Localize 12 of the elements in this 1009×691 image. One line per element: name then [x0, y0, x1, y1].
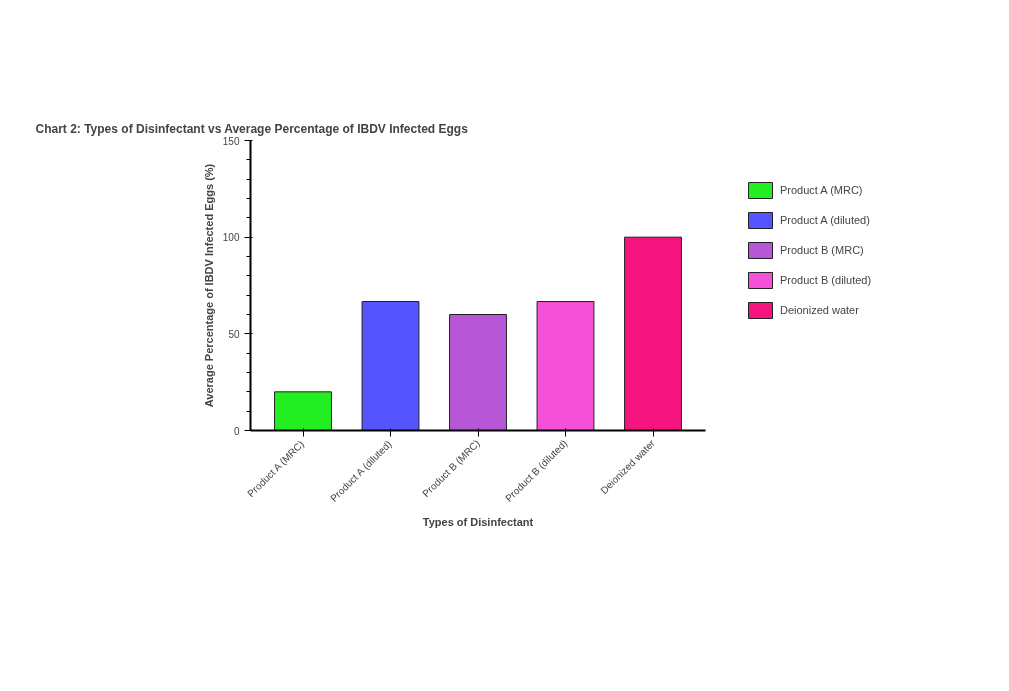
legend-label: Product A (MRC): [780, 184, 863, 196]
x-axis-title: Types of Disinfectant: [422, 515, 534, 528]
y-axis-title: Average Percentage of IBDV Infected Eggs (%): [202, 163, 215, 408]
y-tick-label: 50: [228, 328, 240, 340]
y-tick-label: 150: [222, 135, 240, 147]
y-tick-label: 0: [233, 425, 240, 437]
legend-label: Product B (MRC): [780, 244, 864, 256]
y-tick-label: 100: [222, 232, 240, 244]
legend-label: Product A (diluted): [780, 214, 870, 226]
legend-label: Product B (diluted): [780, 274, 872, 286]
chart-title: Chart 2: Types of Disinfectant vs Average Percentage of IBDV Infected Eggs: [35, 121, 469, 136]
legend-label: Deionized water: [780, 304, 859, 316]
